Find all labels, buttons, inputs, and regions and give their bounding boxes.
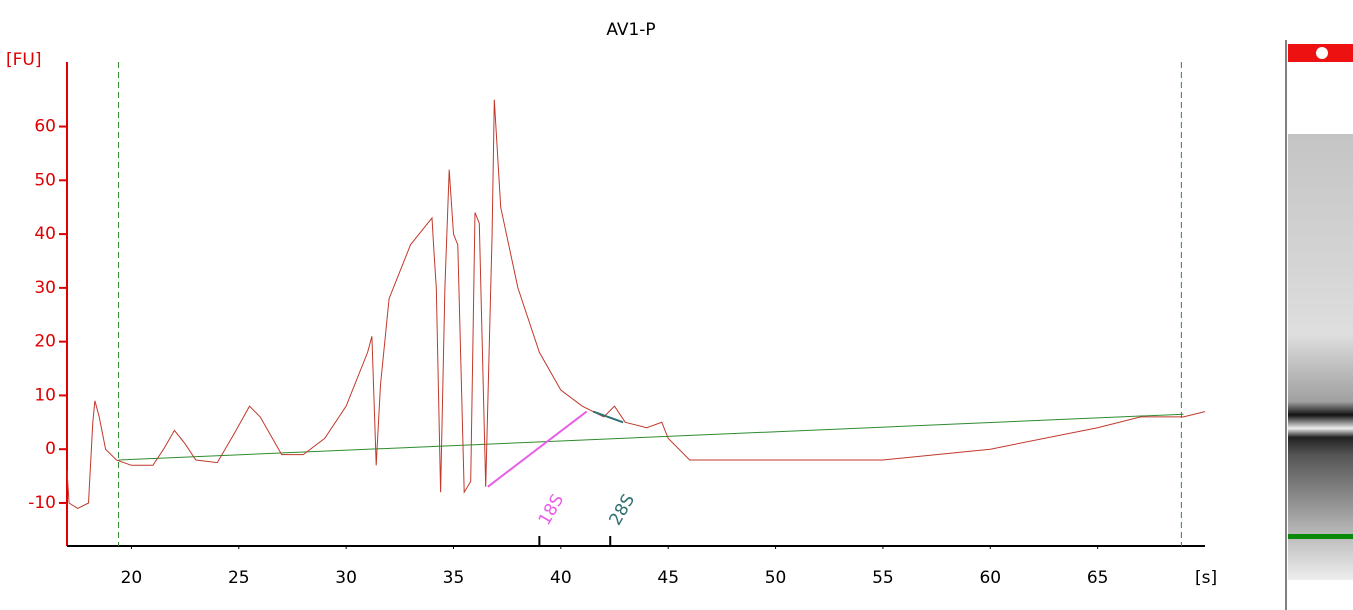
y-axis-label: [FU] [6,50,42,70]
x-tick-label: 55 [872,568,894,588]
x-tick-label: 30 [335,568,357,588]
x-tick-label: 25 [228,568,250,588]
peak-segment [592,410,624,424]
y-tick-label: 0 [45,439,56,459]
gel-lane [1288,134,1353,580]
peak-segment [487,410,588,488]
x-axis-label: [s] [1195,568,1217,588]
x-tick-label: 40 [550,568,572,588]
x-tick-label: 65 [1087,568,1109,588]
marker-label: 18S [535,491,569,529]
x-tick-label: 20 [121,568,143,588]
y-tick-label: 30 [34,278,56,298]
x-tick-label: 35 [443,568,465,588]
y-tick-label: -10 [28,493,56,513]
trace [66,99,1206,509]
x-tick-label: 50 [765,568,787,588]
lower-marker-band [1288,534,1353,539]
x-tick-label: 60 [979,568,1001,588]
y-tick-label: 20 [34,332,56,352]
y-tick-label: 50 [34,170,56,190]
y-tick-label: 40 [34,224,56,244]
lane-marker [1316,47,1328,59]
marker-label: 28S [606,491,640,529]
x-tick-label: 45 [657,568,679,588]
chart-title: AV1-P [606,20,655,40]
y-tick-label: 10 [34,385,56,405]
baseline [118,413,1184,461]
y-tick-label: 60 [34,117,56,137]
